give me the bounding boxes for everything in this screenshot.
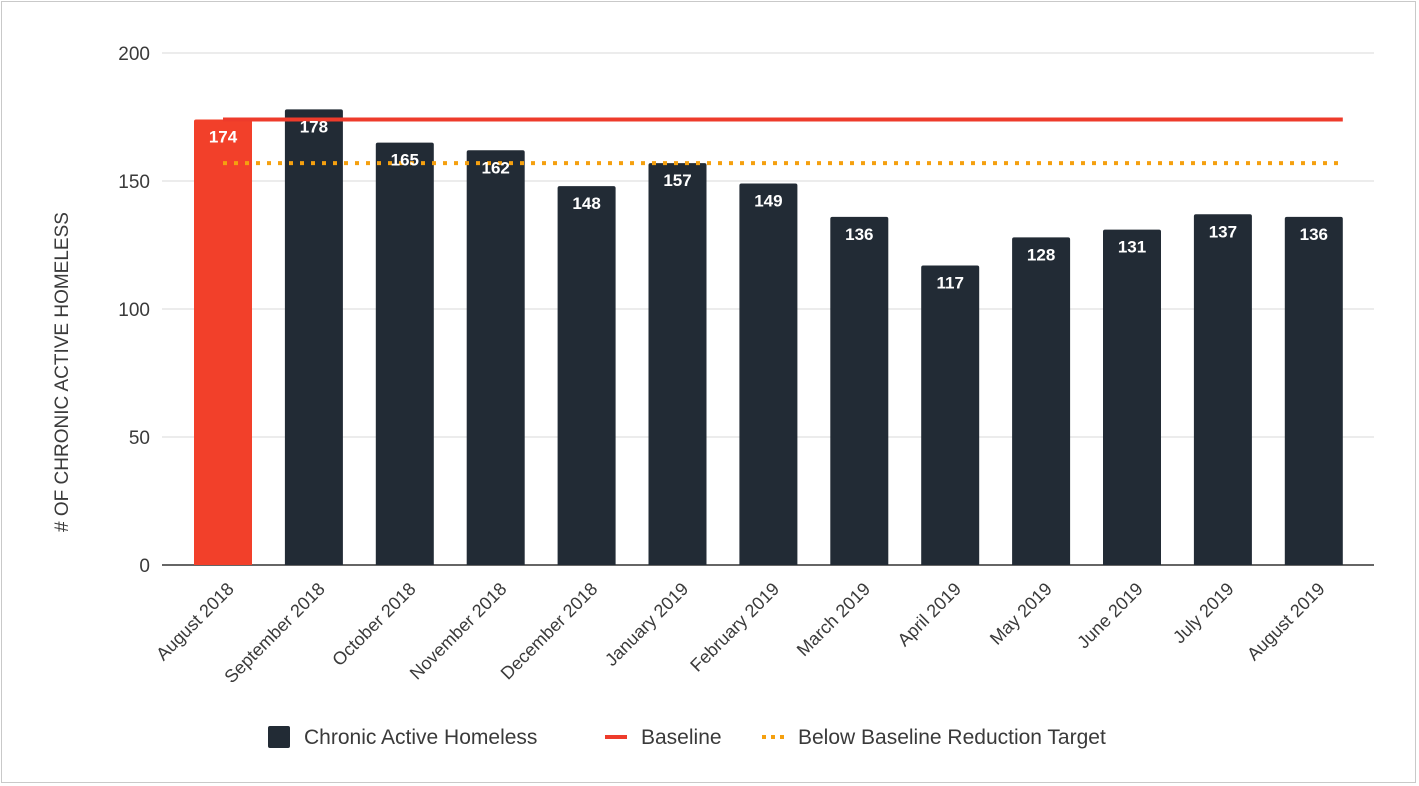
bar-value-label: 136 [845,225,873,244]
bar [739,183,798,565]
bar-value-label: 149 [754,192,782,211]
bar [648,163,707,565]
bar [921,265,980,565]
bar-value-label: 117 [936,273,963,292]
bars [194,109,1343,565]
bar-value-label: 131 [1118,238,1146,257]
x-tick-label: January 2019 [601,579,692,670]
bar [1284,216,1343,565]
bar-value-label: 128 [1027,245,1055,264]
legend-label-chronic-active-homeless: Chronic Active Homeless [304,726,537,749]
bar [284,109,343,565]
legend-label-baseline: Baseline [641,726,722,749]
data-labels: 174 178 165 162 148 157 149 136 117 128 131 137 136 [209,117,1328,292]
bar [375,142,434,565]
bar [194,119,252,565]
bar [830,216,889,565]
legend: Chronic Active Homeless Baseline Below B… [268,726,1106,749]
reference-lines [223,117,1343,166]
bar [1103,229,1161,565]
bar [557,186,616,565]
bar-value-label: 137 [1209,222,1237,241]
bar [1193,214,1252,565]
x-tick-label: May 2019 [986,579,1056,649]
x-tick-label: February 2019 [686,579,783,676]
bar-value-label: 136 [1300,225,1328,244]
bar-value-label: 157 [663,171,691,190]
x-tick-label: March 2019 [793,579,874,660]
bar-value-label: 162 [482,158,510,177]
y-tick-label: 0 [139,556,150,577]
x-tick-label: August 2019 [1243,579,1329,665]
x-tick-label: July 2019 [1169,579,1238,648]
x-tick-label: November 2018 [406,579,511,684]
x-tick-label: April 2019 [894,579,965,650]
legend-swatch-chronic-active-homeless [268,726,290,748]
bar-value-label: 165 [391,151,419,170]
y-tick-label: 150 [118,172,150,193]
x-tick-label: September 2018 [220,579,328,687]
bar [1012,237,1071,565]
y-tick-label: 200 [118,44,150,65]
bar-value-label: 178 [300,117,328,136]
legend-label-reduction-target: Below Baseline Reduction Target [798,726,1106,749]
x-tick-label: October 2018 [328,579,419,670]
y-tick-label: 100 [118,300,150,321]
y-axis-title: # OF CHRONIC ACTIVE HOMELESS [52,212,73,532]
y-axis-ticks: 0 50 100 150 200 [118,44,150,577]
x-tick-label: June 2019 [1073,579,1147,653]
bar [466,150,525,565]
bar-value-label: 148 [572,194,600,213]
x-tick-label: December 2018 [497,579,602,684]
y-tick-label: 50 [129,428,150,449]
bar-value-label: 174 [209,128,238,147]
x-tick-label: August 2018 [152,579,238,665]
